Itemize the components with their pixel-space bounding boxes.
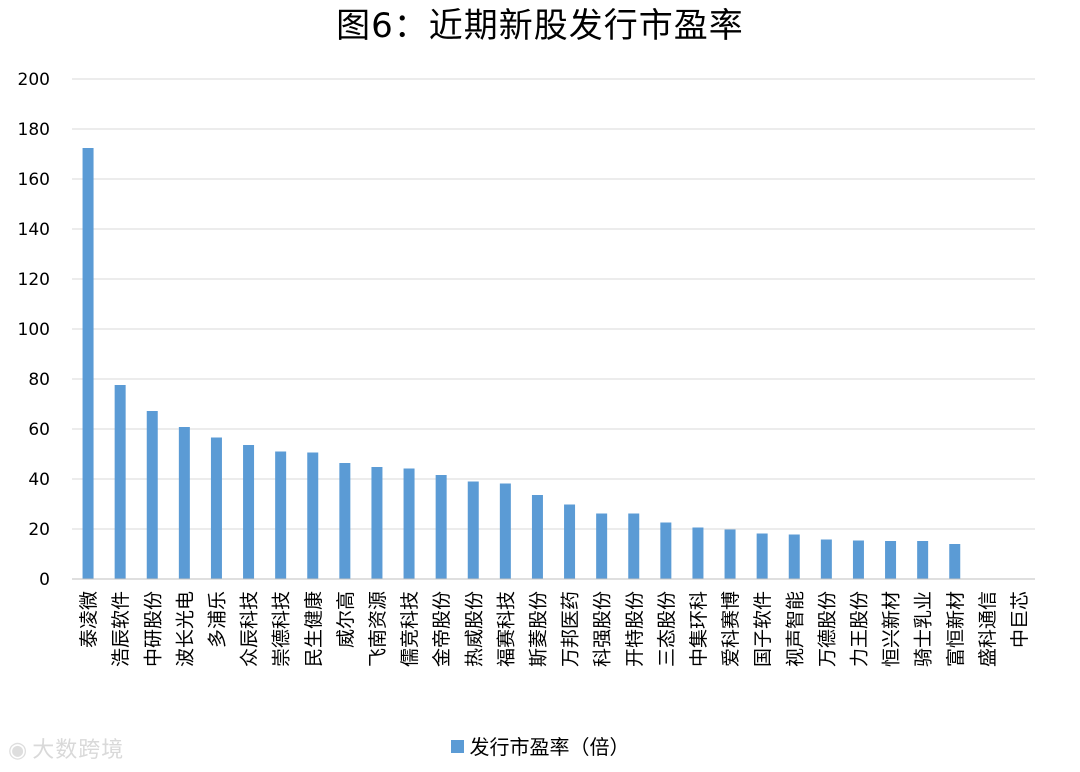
bar [339,463,351,579]
bar [435,475,447,579]
x-tick-label: 儒竞科技 [399,591,421,667]
x-tick-label: 盛科通信 [977,591,999,667]
bar [596,513,608,579]
x-tick-label: 斯菱股份 [527,591,549,667]
x-tick-label: 中巨芯 [1009,591,1031,648]
watermark-text: 大数跨境 [32,738,125,763]
x-tick-label: 爱科赛博 [720,591,742,667]
x-tick-label: 波长光电 [174,591,196,667]
bar [885,541,897,579]
y-tick-label: 140 [18,220,50,240]
watermark: ◉ 大数跨境 [8,736,124,766]
bars [82,148,961,579]
bar [467,481,479,579]
x-tick-label: 浩辰软件 [110,591,132,667]
x-tick-label: 国子软件 [752,591,774,667]
bar [210,437,222,579]
bar [82,148,94,579]
y-tick-label: 60 [28,420,50,440]
bar [403,468,415,579]
bar [917,541,929,579]
x-tick-label: 飞南资源 [367,591,389,667]
bar [307,452,319,579]
bar [852,540,864,579]
y-tick-label: 80 [28,370,50,390]
x-tick-label: 恒兴新材 [881,591,903,667]
x-tick-label: 视声智能 [784,591,806,667]
legend-label: 发行市盈率（倍） [469,735,630,759]
gridlines [72,78,1035,530]
bar [692,527,704,579]
chart-title: 图6：近期新股发行市盈率 [336,6,744,46]
x-tick-label: 众辰科技 [239,591,261,667]
y-tick-label: 20 [28,520,50,540]
x-tick-label: 泰凌微 [78,591,100,648]
bar [531,495,543,579]
x-tick-label: 中研股份 [142,591,164,667]
x-tick-label: 多浦乐 [206,591,228,648]
x-tick-label: 民生健康 [303,591,325,667]
x-tick-label: 威尔高 [335,591,357,648]
y-tick-label: 120 [18,270,50,290]
x-tick-label: 万邦医药 [560,591,582,667]
y-axis-ticks: 0 20 40 60 80 100 120 140 160 180 200 [18,70,50,590]
x-tick-label: 三态股份 [656,591,678,667]
x-tick-label: 科强股份 [592,591,614,667]
x-tick-label: 富恒新材 [945,591,967,667]
x-tick-label: 骑士乳业 [913,591,935,667]
bar [628,513,640,579]
bar [275,451,287,579]
bar [371,467,383,579]
x-tick-label: 万德股份 [816,591,838,667]
y-tick-label: 0 [39,570,50,590]
x-tick-label: 热威股份 [463,591,485,667]
x-tick-label: 力王股份 [848,591,870,667]
bar [724,529,736,579]
bar [243,445,255,579]
bar [660,522,672,579]
y-tick-label: 160 [18,170,50,190]
bar [756,533,768,579]
bar [114,385,126,579]
x-tick-label: 金帝股份 [431,591,453,667]
bar [146,411,158,579]
legend: 发行市盈率（倍） [0,733,1080,761]
x-tick-label: 中集环科 [688,591,710,667]
y-tick-label: 100 [18,320,50,340]
bar [788,534,800,579]
y-tick-label: 200 [18,70,50,90]
y-tick-label: 180 [18,120,50,140]
y-tick-label: 40 [28,470,50,490]
wechat-icon: ◉ [8,738,29,763]
bar [499,483,511,579]
bar [178,427,190,579]
legend-swatch [450,740,464,753]
bar [564,504,576,579]
x-tick-label: 福赛科技 [495,591,517,667]
x-tick-label: 开特股份 [624,591,646,667]
bar [820,539,832,579]
bar [949,544,961,579]
x-axis-labels: 泰凌微 浩辰软件 中研股份 波长光电 多浦乐 众辰科技 崇德科技 民生健康 威尔高 飞南资源 儒竞科… [78,591,1031,667]
x-tick-label: 崇德科技 [271,591,293,667]
